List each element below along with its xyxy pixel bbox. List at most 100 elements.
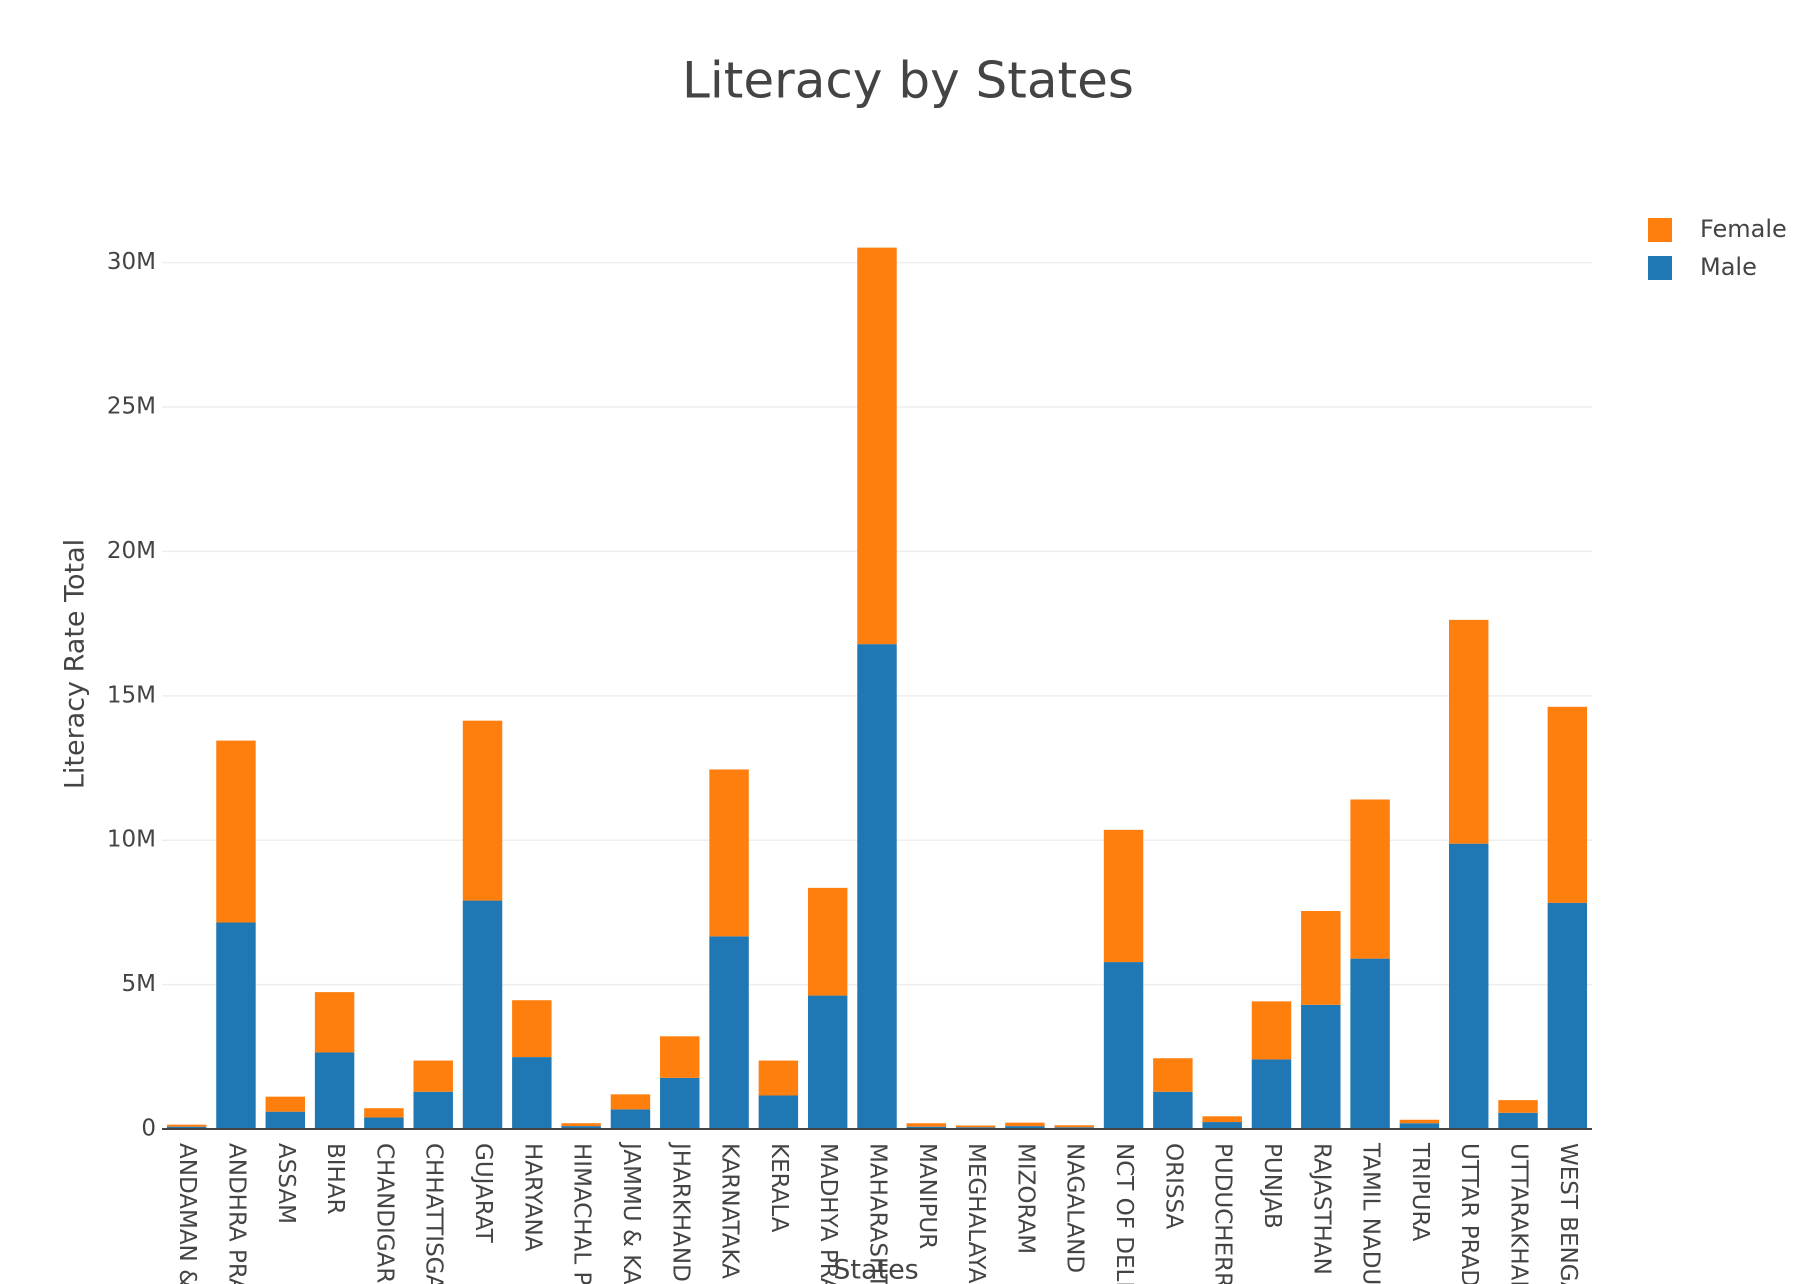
x-tick-label: UTTARAKHAND bbox=[1506, 1143, 1532, 1284]
x-tick-label: HIMACHAL PRADESH bbox=[569, 1143, 595, 1284]
bar bbox=[955, 1125, 996, 1128]
x-tick-label: MAHARASHTRA bbox=[865, 1143, 891, 1284]
x-tick-labels: ANDAMAN & NICOBAR ISLANDS ANDHRA PRADESH A… bbox=[174, 1141, 1581, 1284]
x-tick-label: CHANDIGARH bbox=[371, 1143, 397, 1284]
bar bbox=[216, 740, 256, 923]
x-tick-label: NCT OF DELHI bbox=[1111, 1143, 1137, 1284]
bar bbox=[265, 1111, 305, 1129]
bar bbox=[1399, 1119, 1440, 1124]
x-tick-label: KARNATAKA bbox=[717, 1143, 743, 1279]
x-tick-label: TRIPURA bbox=[1407, 1142, 1433, 1242]
x-tick-label: ASSAM bbox=[273, 1143, 299, 1224]
x-tick-label: KERALA bbox=[766, 1143, 792, 1233]
bar bbox=[906, 1123, 947, 1127]
bar bbox=[561, 1123, 601, 1127]
y-tick-label: 25M bbox=[107, 394, 156, 420]
bar bbox=[807, 887, 848, 996]
y-tick-label: 0 bbox=[141, 1116, 156, 1142]
bar bbox=[1301, 910, 1341, 1005]
bar bbox=[364, 1108, 404, 1118]
bar bbox=[561, 1126, 601, 1129]
x-tick-label: JHARKHAND bbox=[667, 1141, 693, 1282]
legend: Female Male bbox=[1648, 215, 1787, 281]
x-tick-label: HARYANA bbox=[519, 1143, 545, 1252]
bar bbox=[1202, 1122, 1242, 1129]
legend-label[interactable]: Female bbox=[1700, 215, 1787, 243]
bar bbox=[1251, 1059, 1292, 1129]
bar bbox=[1301, 1004, 1341, 1129]
legend-swatch[interactable] bbox=[1648, 256, 1672, 280]
bar bbox=[462, 720, 503, 901]
x-tick-label: RAJASTHAN bbox=[1308, 1143, 1334, 1275]
chart-title: Literacy by States bbox=[682, 52, 1134, 110]
bar bbox=[1103, 962, 1144, 1129]
bar bbox=[1005, 1122, 1045, 1127]
bar bbox=[413, 1091, 453, 1129]
bar bbox=[1153, 1058, 1193, 1092]
y-tick-label: 20M bbox=[107, 538, 156, 564]
y-tick-label: 10M bbox=[107, 827, 156, 853]
bar bbox=[857, 247, 897, 645]
bar bbox=[660, 1036, 700, 1078]
x-tick-label: MIZORAM bbox=[1012, 1143, 1038, 1254]
bar bbox=[709, 936, 749, 1129]
bar bbox=[709, 769, 749, 937]
y-tick-label: 30M bbox=[107, 249, 156, 275]
x-axis-title: States bbox=[833, 1255, 919, 1284]
bar bbox=[166, 1126, 207, 1129]
bar bbox=[906, 1126, 947, 1129]
x-tick-label: UTTAR PRADESH bbox=[1456, 1143, 1482, 1284]
x-tick-label: MEGHALAYA bbox=[963, 1143, 989, 1284]
bar bbox=[1498, 1100, 1538, 1113]
bar bbox=[1202, 1116, 1242, 1123]
bar bbox=[758, 1095, 799, 1129]
x-tick-label: GUJARAT bbox=[470, 1143, 496, 1244]
y-tick-label: 5M bbox=[122, 971, 156, 997]
x-tick-label: PUDUCHERRY bbox=[1210, 1143, 1236, 1284]
bar bbox=[1350, 799, 1390, 959]
bar bbox=[758, 1060, 799, 1096]
x-tick-label: JAMMU & KASHMIR bbox=[618, 1141, 644, 1284]
bar bbox=[1547, 706, 1588, 903]
bar bbox=[1153, 1091, 1193, 1129]
bar bbox=[364, 1117, 404, 1129]
x-tick-label: TAMIL NADU bbox=[1358, 1142, 1384, 1284]
bars bbox=[162, 247, 1592, 1130]
bar bbox=[166, 1124, 207, 1127]
x-tick-label: BIHAR bbox=[322, 1143, 348, 1215]
x-tick-label: ANDHRA PRADESH bbox=[223, 1143, 249, 1284]
bar bbox=[216, 922, 256, 1129]
bar bbox=[512, 1000, 552, 1058]
bar bbox=[512, 1057, 552, 1129]
bar bbox=[807, 995, 848, 1129]
bar bbox=[1547, 902, 1588, 1129]
bar bbox=[1399, 1123, 1440, 1129]
x-tick-label: ANDAMAN & NICOBAR ISLANDS bbox=[174, 1143, 200, 1284]
x-tick-label: PUNJAB bbox=[1259, 1143, 1285, 1229]
bar bbox=[1251, 1001, 1292, 1060]
bar bbox=[1449, 619, 1489, 844]
bar bbox=[1350, 958, 1390, 1129]
legend-swatch[interactable] bbox=[1648, 218, 1672, 242]
x-tick-label: ORISSA bbox=[1160, 1143, 1186, 1229]
x-tick-label: MANIPUR bbox=[914, 1143, 940, 1249]
y-axis-title: Literacy Rate Total bbox=[60, 539, 91, 789]
bar bbox=[610, 1109, 651, 1129]
bar bbox=[610, 1094, 651, 1110]
bar bbox=[1054, 1125, 1094, 1128]
bar bbox=[462, 900, 503, 1129]
y-tick-label: 15M bbox=[107, 682, 156, 708]
x-tick-label: NAGALAND bbox=[1062, 1143, 1088, 1273]
x-tick-label: MADHYA PRADESH bbox=[815, 1143, 841, 1284]
bar bbox=[1005, 1126, 1045, 1129]
x-tick-label: WEST BENGAL bbox=[1555, 1143, 1581, 1284]
bar bbox=[1449, 843, 1489, 1129]
bar bbox=[1498, 1112, 1538, 1129]
bar bbox=[413, 1060, 453, 1092]
bar bbox=[660, 1077, 700, 1129]
bar bbox=[265, 1096, 305, 1112]
bar bbox=[857, 644, 897, 1129]
legend-label[interactable]: Male bbox=[1700, 253, 1757, 281]
